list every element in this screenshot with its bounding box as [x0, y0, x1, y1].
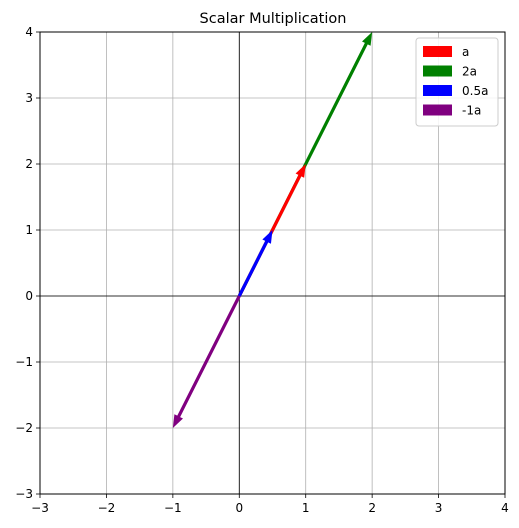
y-tick-label: −3: [15, 487, 33, 501]
x-tick-label: 1: [302, 501, 310, 515]
y-tick-label: 2: [25, 157, 33, 171]
legend-swatch-0.5a: [423, 85, 452, 96]
legend-label-2a: 2a: [462, 65, 477, 79]
legend-swatch--1a: [423, 104, 452, 116]
legend-swatch-a: [423, 46, 452, 57]
x-tick-label: 3: [435, 501, 443, 515]
y-tick-label: −1: [15, 355, 33, 369]
legend-swatch-2a: [423, 65, 452, 77]
x-tick-label: −2: [98, 501, 116, 515]
y-tick-label: 4: [25, 25, 33, 39]
chart-title: Scalar Multiplication: [200, 11, 347, 27]
y-tick-label: 0: [25, 289, 33, 303]
x-tick-label: −1: [164, 501, 182, 515]
x-tick-label: 0: [235, 501, 243, 515]
ticks: −3 −2 −1 0 1 2 3 4 −3 −2 −1 0 1 2 3 4: [15, 25, 509, 515]
legend-label--1a: -1a: [462, 104, 481, 118]
legend-label-a: a: [462, 45, 469, 59]
y-tick-label: 1: [25, 223, 33, 237]
x-tick-label: 4: [501, 501, 509, 515]
plot-frame: [39, 31, 506, 495]
vectors: [172, 32, 373, 428]
legend: a 2a 0.5a -1a: [415, 37, 499, 127]
x-tick-label: −3: [31, 501, 49, 515]
vector-0.5a: [237, 230, 273, 297]
origin-axis-lines: [40, 32, 505, 494]
y-tick-label: 3: [25, 91, 33, 105]
y-tick-label: −2: [15, 421, 33, 435]
vector--1a: [172, 295, 241, 428]
legend-box: [415, 37, 499, 127]
legend-label-0.5a: 0.5a: [462, 84, 488, 98]
x-tick-label: 2: [368, 501, 376, 515]
